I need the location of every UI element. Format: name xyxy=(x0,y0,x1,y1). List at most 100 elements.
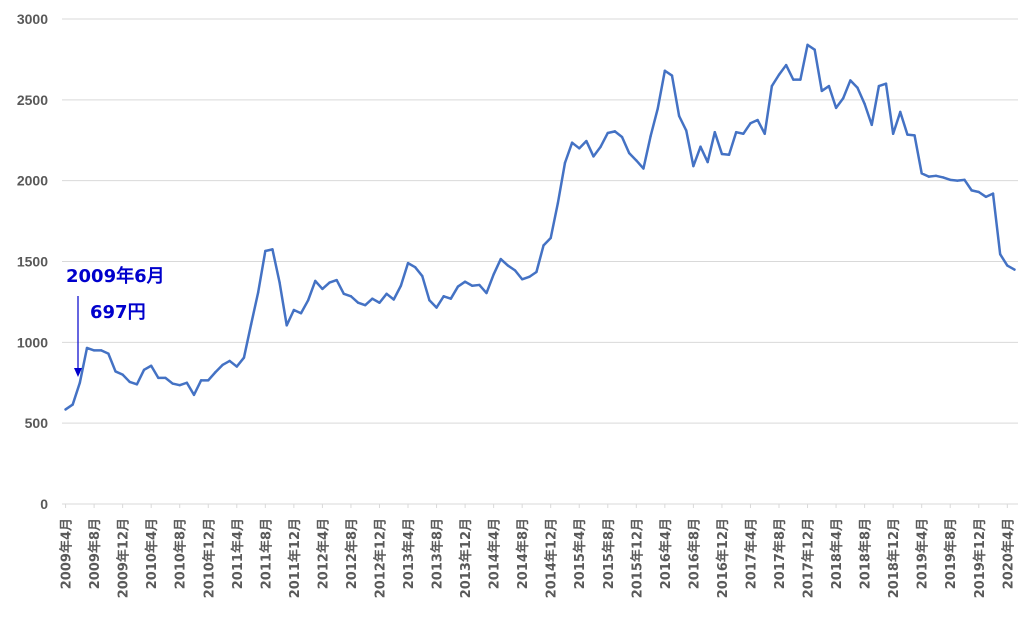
x-tick-label: 2011年8月 xyxy=(258,518,274,589)
data-point xyxy=(378,301,381,304)
data-point xyxy=(970,189,973,192)
data-point xyxy=(656,107,659,110)
data-point xyxy=(998,253,1002,256)
data-point xyxy=(692,164,695,168)
data-point xyxy=(242,356,246,359)
x-tick-label: 2015年4月 xyxy=(572,518,588,589)
data-point xyxy=(271,248,274,251)
data-point xyxy=(264,249,267,253)
x-tick-label: 2010年8月 xyxy=(173,518,189,589)
x-tick-label: 2015年12月 xyxy=(629,518,645,598)
data-point xyxy=(349,295,353,298)
x-tick-label: 2020年4月 xyxy=(1000,518,1016,589)
data-point xyxy=(228,359,231,363)
data-point xyxy=(192,393,196,397)
data-point xyxy=(670,74,674,77)
x-tick-label: 2014年8月 xyxy=(515,518,531,589)
data-point xyxy=(128,380,131,384)
data-point xyxy=(399,284,403,287)
annotation: 2009年6月 697円 xyxy=(66,265,165,377)
data-point xyxy=(171,382,174,385)
data-point xyxy=(863,102,866,106)
data-point xyxy=(549,236,552,240)
x-tick-label: 2009年12月 xyxy=(116,518,132,598)
x-tick-label: 2013年8月 xyxy=(430,518,446,589)
data-point xyxy=(906,133,909,136)
data-point xyxy=(556,202,560,205)
y-tick-label: 2500 xyxy=(17,92,48,108)
x-tick-label: 2012年8月 xyxy=(344,518,360,589)
data-point xyxy=(813,48,816,51)
data-point xyxy=(927,175,931,178)
data-point xyxy=(392,298,395,301)
data-point xyxy=(421,274,424,278)
data-point xyxy=(627,151,631,155)
data-point xyxy=(792,78,795,81)
data-point xyxy=(107,352,110,355)
data-point xyxy=(663,69,667,72)
data-point xyxy=(314,279,317,283)
series-line-price xyxy=(64,43,1016,411)
data-point xyxy=(870,123,873,127)
data-point xyxy=(535,270,538,274)
annotation-arrow-head xyxy=(74,368,82,377)
x-tick-label: 2016年4月 xyxy=(658,518,674,589)
data-point xyxy=(513,269,517,272)
data-point xyxy=(749,122,752,125)
data-point xyxy=(784,63,788,67)
data-point xyxy=(92,349,96,352)
data-point xyxy=(913,134,916,137)
data-point xyxy=(620,135,624,139)
x-tick-label: 2013年12月 xyxy=(458,518,474,598)
x-tick-label: 2019年8月 xyxy=(943,518,959,589)
data-point xyxy=(299,312,303,315)
x-tick-label: 2019年12月 xyxy=(972,518,988,598)
x-tick-label: 2011年12月 xyxy=(287,518,303,598)
data-point xyxy=(249,323,253,326)
data-point xyxy=(306,299,310,302)
x-tick-label: 2018年4月 xyxy=(829,518,845,589)
data-point xyxy=(713,130,716,134)
data-point xyxy=(528,275,531,279)
data-point xyxy=(321,287,324,291)
x-tick-label: 2016年8月 xyxy=(686,518,702,589)
y-tick-label: 1500 xyxy=(17,254,48,270)
data-point xyxy=(371,297,374,300)
data-point xyxy=(570,141,574,144)
y-axis-ticks: 0 500 1000 1500 2000 2500 3000 xyxy=(17,11,48,512)
gridlines xyxy=(62,18,1018,505)
data-point xyxy=(642,167,645,170)
series-points xyxy=(64,43,1016,411)
data-point xyxy=(806,43,809,47)
data-point xyxy=(499,257,502,261)
data-point xyxy=(178,383,181,387)
data-point xyxy=(777,73,781,76)
data-point xyxy=(328,281,331,284)
data-point xyxy=(563,161,567,165)
x-tick-label: 2018年8月 xyxy=(858,518,874,589)
data-point xyxy=(727,153,731,156)
data-point xyxy=(941,176,945,179)
data-point xyxy=(1006,264,1009,267)
data-point xyxy=(478,283,481,287)
data-point xyxy=(235,365,238,368)
data-point xyxy=(471,284,474,287)
x-tick-label: 2017年8月 xyxy=(772,518,788,589)
y-tick-label: 0 xyxy=(40,496,48,512)
data-point xyxy=(78,381,82,384)
data-point xyxy=(856,86,859,89)
data-point xyxy=(599,145,602,148)
data-point xyxy=(356,301,360,304)
x-tick-label: 2017年4月 xyxy=(743,518,759,589)
data-point xyxy=(256,291,260,294)
annotation-value-label: 697円 xyxy=(90,302,146,323)
data-point xyxy=(820,89,824,93)
data-point xyxy=(506,264,510,267)
data-point xyxy=(585,139,588,143)
data-point xyxy=(292,308,296,312)
data-point xyxy=(199,379,203,382)
x-tick-label: 2014年12月 xyxy=(544,518,560,598)
data-point xyxy=(185,381,189,384)
data-point xyxy=(770,84,774,88)
x-tick-label: 2015年8月 xyxy=(601,518,617,589)
